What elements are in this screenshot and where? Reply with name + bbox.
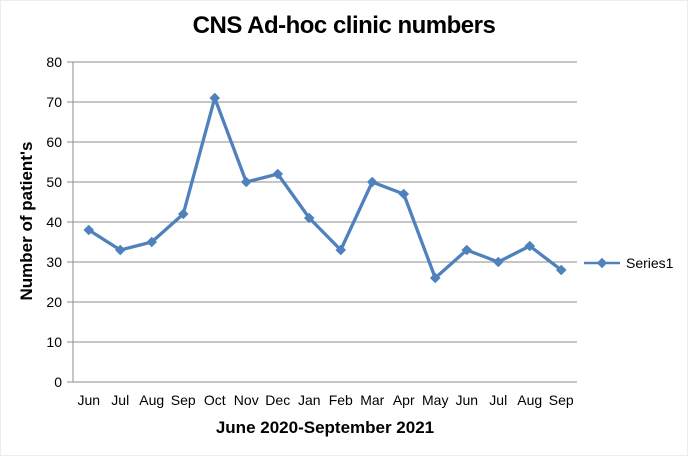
y-tick-label: 40 xyxy=(46,214,62,230)
x-tick-label: Aug xyxy=(517,392,542,408)
series1-line-marker-icon xyxy=(584,257,620,269)
x-tick-label: Apr xyxy=(393,392,415,408)
legend-label-series1: Series1 xyxy=(626,255,674,271)
x-tick-label: Nov xyxy=(234,392,259,408)
x-tick-label: May xyxy=(422,392,448,408)
x-tick-label: Feb xyxy=(329,392,353,408)
legend: Series1 xyxy=(583,254,673,272)
data-point-marker xyxy=(146,236,158,248)
y-tick-label: 50 xyxy=(46,174,62,190)
x-tick-label: Dec xyxy=(265,392,290,408)
data-point-marker xyxy=(366,176,378,188)
data-point-marker xyxy=(429,272,441,284)
data-point-marker xyxy=(398,188,410,200)
y-tick-label: 70 xyxy=(46,94,62,110)
x-tick-label: Jul xyxy=(489,392,507,408)
x-tick-label: Jul xyxy=(111,392,129,408)
y-tick-label: 60 xyxy=(46,134,62,150)
data-point-marker xyxy=(335,244,347,256)
x-tick-label: Jan xyxy=(298,392,321,408)
x-tick-label: Sep xyxy=(171,392,196,408)
y-tick-label: 10 xyxy=(46,334,62,350)
data-point-marker xyxy=(240,176,252,188)
data-point-marker xyxy=(177,208,189,220)
x-tick-label: Sep xyxy=(549,392,574,408)
data-point-marker xyxy=(209,92,221,104)
y-tick-label: 30 xyxy=(46,254,62,270)
data-point-marker xyxy=(272,168,284,180)
series-line xyxy=(87,96,563,280)
chart-title: CNS Ad-hoc clinic numbers xyxy=(192,12,496,39)
y-tick-label: 0 xyxy=(54,374,62,390)
y-tick-label: 20 xyxy=(46,294,62,310)
data-point-marker xyxy=(492,256,504,268)
x-tick-label: Jun xyxy=(77,392,100,408)
y-tick-label: 80 xyxy=(46,54,62,70)
data-point-marker xyxy=(524,240,536,252)
data-point-marker xyxy=(303,212,315,224)
data-point-marker xyxy=(114,244,126,256)
data-point-marker xyxy=(555,264,567,276)
x-tick-label: Mar xyxy=(360,392,384,408)
x-tick-label: Aug xyxy=(139,392,164,408)
data-point-marker xyxy=(461,244,473,256)
x-tick-label: Oct xyxy=(204,392,226,408)
x-tick-label: Jun xyxy=(455,392,478,408)
x-axis-title: June 2020-September 2021 xyxy=(215,418,435,437)
data-point-marker xyxy=(83,224,95,236)
